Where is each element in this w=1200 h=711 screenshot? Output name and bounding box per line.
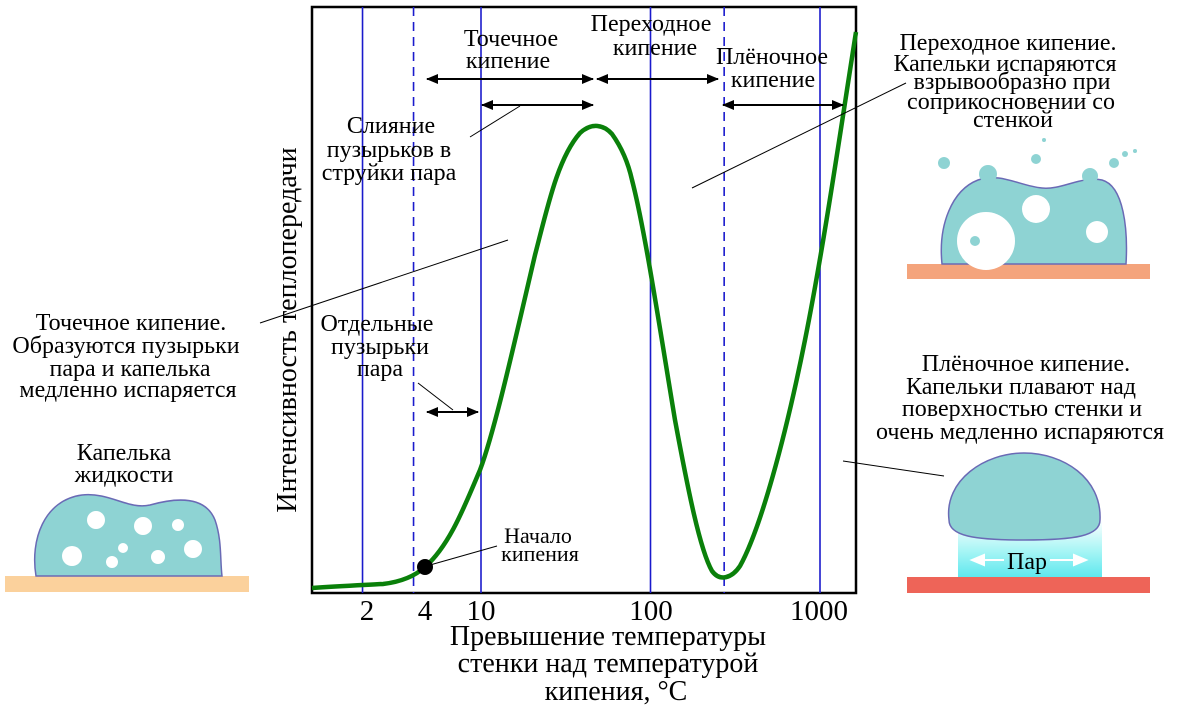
right-film-note: Плёночное кипение. Капельки плавают над … [876,351,1164,445]
vapor-arrows [969,553,1089,567]
film-region-label: Плёночное [716,44,828,70]
bubble [62,546,82,566]
left-note-line: Точечное кипение. [36,310,227,336]
x-tick-label: 2 [360,595,375,627]
leader-lines [259,82,945,566]
film-note-leader [842,460,945,477]
bubble [1022,195,1050,223]
boiling-onset-point [417,559,433,575]
bubble [134,517,152,535]
nucleate-region-label: кипение [466,48,550,74]
x-axis-title: Превышение температуры стенки над темпер… [450,621,766,707]
vapor-bubbles [62,511,202,568]
cold-plate [5,576,249,592]
x-axis: 2 4 10 100 1000 [360,595,848,627]
bubble [106,556,118,568]
transition-note-line: соприкосновении со [907,89,1115,115]
bubble [1133,149,1137,153]
bubble-merge-label: пузырьков в [327,137,452,163]
bubble [184,540,202,558]
bubble [1082,168,1098,184]
x-tick-label: 100 [629,595,673,627]
vapor-arrow-head [969,553,985,567]
film-note-line: очень медленно испаряются [876,419,1164,445]
bubble [118,543,128,553]
x-tick-label: 10 [467,595,496,627]
bubble [1122,151,1128,157]
liquid-droplet-illustration [5,493,249,592]
liquid-droplet [33,493,223,577]
transition-note-line: взрывообразно при [914,69,1111,95]
bubble [938,157,950,169]
bubble [172,519,184,531]
bubble-merge-leader [469,105,521,138]
film-note-line: Плёночное кипение. [922,351,1130,377]
isolated-bubbles-label: пузырьки [331,334,429,360]
droplet-label: жидкости [74,462,174,488]
isolated-bubbles-leader [417,382,454,411]
boiling-curve [311,31,859,591]
transition-note-line: Переходное кипение. [899,30,1116,56]
bubble [87,511,105,529]
onset-label: кипения [501,541,579,566]
hot-plate [907,577,1150,593]
left-note-line: медленно испаряется [19,377,236,403]
x-axis-title-line: кипения, °C [545,676,688,707]
nucleate-region-label: Точечное [464,26,558,52]
bubble [1031,154,1041,164]
isolated-bubbles-label: Отдельные [321,311,434,337]
bubble [979,165,997,183]
transition-note-line: Капельки испаряются [893,51,1116,77]
bubble [1042,138,1046,142]
film-region-label: кипение [731,67,815,93]
plot-frame [310,5,858,595]
explosive-droplet-illustration [907,138,1150,279]
floating-droplet-illustration: Пар [907,452,1150,593]
transition-note-leader [691,82,907,189]
x-tick-label: 4 [418,595,433,627]
transition-region-label: Переходное [591,11,712,37]
film-note-line: Капельки плавают над [906,374,1136,400]
bubble [151,550,165,564]
vapor-label: Пар [1007,549,1047,575]
floating-droplet [947,452,1101,541]
left-note-leader [259,239,509,324]
isolated-bubbles-label: пара [357,356,403,382]
film-note-line: поверхностью стенки и [902,396,1142,422]
transition-region-label: кипение [613,35,697,61]
plot-annotations: Слияние пузырьков в струйки пара Отдельн… [321,113,579,566]
bubble [957,212,1015,270]
vapor-arrow-head [1073,553,1089,567]
region-labels: Точечное кипение Переходное кипение Плён… [464,11,828,93]
bursting-bubbles [938,138,1137,270]
onset-label: Начало [504,523,572,548]
y-axis-title: Интенсивность теплопередачи [272,147,303,512]
bubble [1086,221,1108,243]
right-transition-note: Переходное кипение. Капельки испаряются … [893,30,1116,133]
warm-plate [907,264,1150,279]
x-axis-title-line: стенки над температурой [458,648,759,679]
droplet-label: Капелька [77,440,172,466]
x-tick-label: 1000 [790,595,848,627]
temperature-gridlines [361,7,821,593]
left-note-line: Образуются пузырьки [12,333,239,359]
left-nucleate-note: Точечное кипение. Образуются пузырьки па… [12,310,239,488]
left-note-line: пара и капелька [50,356,211,382]
x-axis-title-line: Превышение температуры [450,621,766,652]
onset-leader [429,545,498,566]
transition-note-line: стенкой [973,107,1053,133]
bubble [970,236,980,246]
plot-area [310,5,859,595]
region-arrows [426,74,844,417]
bubble [1109,158,1119,168]
bubble-merge-label: Слияние [347,113,435,139]
bubble-merge-label: струйки пара [322,160,457,186]
